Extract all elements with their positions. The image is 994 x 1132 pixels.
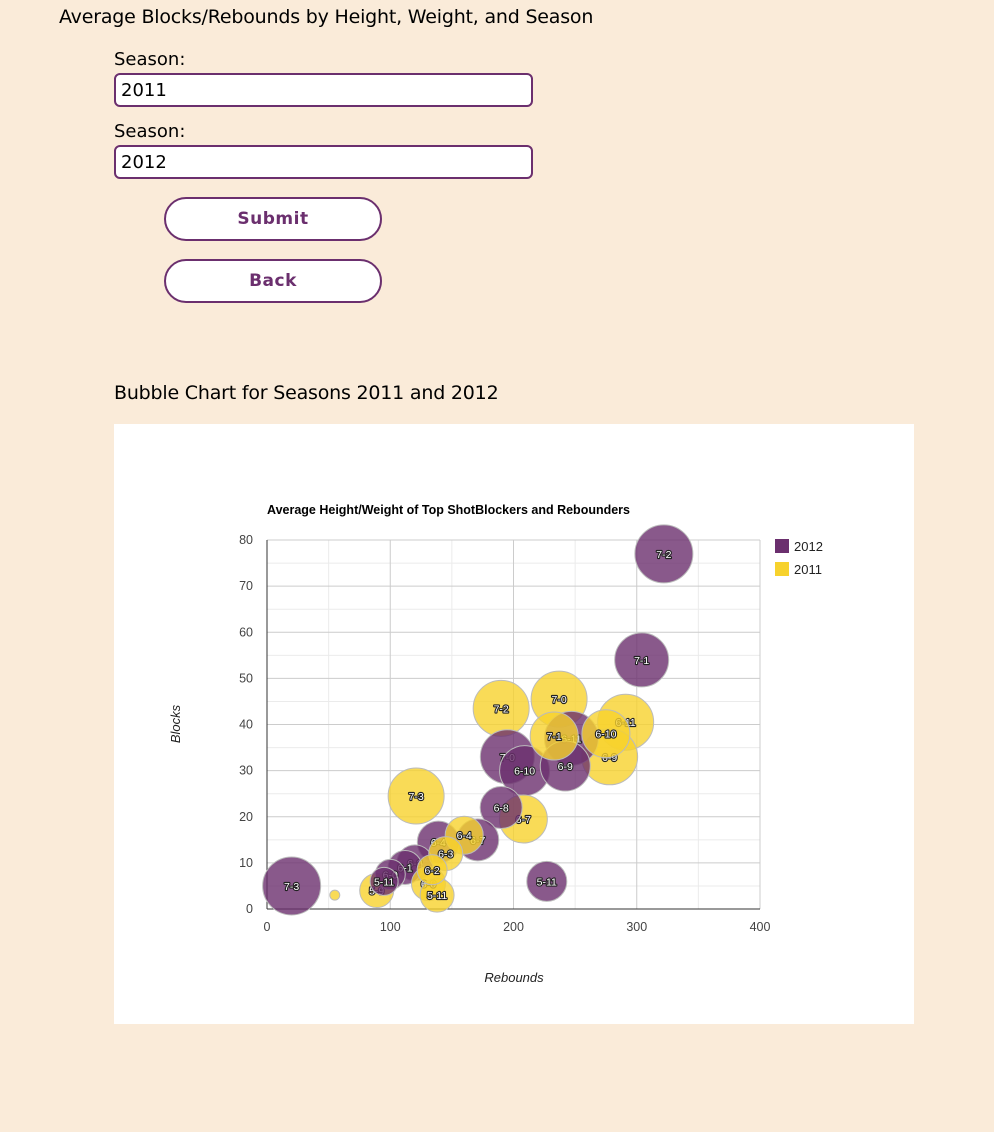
legend-label: 2011 xyxy=(794,562,822,577)
bubble-label: 6-8 xyxy=(494,803,509,815)
submit-button[interactable]: Submit xyxy=(164,197,382,241)
y-tick-label: 60 xyxy=(239,625,253,639)
x-tick-label: 0 xyxy=(264,920,271,934)
bubble-label: 5-11 xyxy=(537,876,557,888)
bubble-2012[interactable]: 7-3 xyxy=(262,856,322,916)
bubble-2012[interactable]: 7-1 xyxy=(614,632,670,688)
bubble-label: 6-3 xyxy=(438,849,453,861)
axis-lines xyxy=(266,540,760,910)
bubble-chart: 0 10 20 30 40 50 60 70 80 0 100 200 300 400 7-2 7-3 7-… xyxy=(168,503,823,985)
x-tick-labels: 0 100 200 300 400 xyxy=(264,920,771,934)
season1-label: Season: xyxy=(114,49,186,70)
bubble-label: 5-11 xyxy=(374,876,394,888)
x-tick-label: 100 xyxy=(380,920,401,934)
y-tick-label: 20 xyxy=(239,810,253,824)
bubble-label: 7-0 xyxy=(552,694,567,706)
chart-card: 0 10 20 30 40 50 60 70 80 0 100 200 300 400 7-2 7-3 7-… xyxy=(114,424,914,1024)
bubble-label: 6-10 xyxy=(595,729,616,741)
bubble-2011[interactable]: 7-2 xyxy=(472,679,530,737)
x-tick-label: 300 xyxy=(626,920,647,934)
bubble-circle-2011 xyxy=(387,767,445,825)
bubbles: 7-27-37-07-26-116-97-37-16-117-06-106-96… xyxy=(262,524,694,916)
bubble-circle-2011 xyxy=(529,711,579,761)
bubble-2011[interactable]: 7-3 xyxy=(387,767,445,825)
y-tick-labels: 0 10 20 30 40 50 60 70 80 xyxy=(239,533,253,916)
bubble-circle-2012 xyxy=(479,786,523,830)
bubble-label: 6-10 xyxy=(514,766,535,778)
y-tick-label: 70 xyxy=(239,579,253,593)
y-tick-label: 10 xyxy=(239,856,253,870)
bubble-2011[interactable]: 6-10 xyxy=(581,709,631,759)
bubble-2012[interactable]: 6-8 xyxy=(479,786,523,830)
bubble-2011[interactable]: 7-1 xyxy=(529,711,579,761)
legend-swatch xyxy=(775,562,789,576)
bubble-label: 6-2 xyxy=(425,865,440,877)
bubble-circle-2011 xyxy=(416,854,448,886)
chart-title: Average Height/Weight of Top ShotBlocker… xyxy=(267,503,630,517)
y-tick-label: 40 xyxy=(239,718,253,732)
legend-swatch xyxy=(775,539,789,553)
x-tick-label: 400 xyxy=(750,920,771,934)
back-button[interactable]: Back xyxy=(164,259,382,303)
bubble-label: 7-3 xyxy=(284,881,299,893)
season2-label: Season: xyxy=(114,121,186,142)
bubble-label: 6-4 xyxy=(457,830,472,842)
bubble-circle-2012 xyxy=(634,524,694,584)
y-tick-label: 0 xyxy=(246,902,253,916)
season1-input[interactable] xyxy=(114,73,533,107)
x-axis-label: Rebounds xyxy=(484,970,544,985)
bubble-2012[interactable]: 5-11 xyxy=(526,860,568,902)
bubble-2011[interactable]: 5-11 xyxy=(419,877,455,913)
bubble-label: 7-2 xyxy=(656,549,671,561)
bubble-circle-2011 xyxy=(329,889,341,901)
bubble-label: 7-2 xyxy=(494,703,509,715)
bubble-circle-2012 xyxy=(262,856,322,916)
bubble-label: 7-3 xyxy=(409,791,424,803)
bubble-circle-2012 xyxy=(526,860,568,902)
bubble-2011[interactable]: 6-2 xyxy=(416,854,448,886)
bubble-circle-2011 xyxy=(581,709,631,759)
bubble-label: 7-1 xyxy=(547,731,562,743)
x-tick-label: 200 xyxy=(503,920,524,934)
bubble-2011[interactable] xyxy=(329,889,341,901)
bubble-2012[interactable]: 5-11 xyxy=(369,866,399,896)
bubble-circle-2012 xyxy=(614,632,670,688)
y-tick-label: 50 xyxy=(239,671,253,685)
legend-item-2012[interactable]: 2012 xyxy=(775,539,823,554)
chart-section-heading: Bubble Chart for Seasons 2011 and 2012 xyxy=(114,382,499,404)
y-tick-label: 30 xyxy=(239,764,253,778)
page-title: Average Blocks/Rebounds by Height, Weigh… xyxy=(59,6,594,28)
legend-label: 2012 xyxy=(794,539,823,554)
y-axis-label: Blocks xyxy=(168,704,183,743)
bubble-label: 5-11 xyxy=(427,890,447,902)
bubble-label: 7-1 xyxy=(634,655,649,667)
legend: 2012 2011 xyxy=(775,539,823,577)
season2-input[interactable] xyxy=(114,145,533,179)
y-tick-label: 80 xyxy=(239,533,253,547)
bubble-circle-2012 xyxy=(369,866,399,896)
legend-item-2011[interactable]: 2011 xyxy=(775,562,822,577)
bubble-2012[interactable]: 7-2 xyxy=(634,524,694,584)
bubble-label: 6-9 xyxy=(558,761,573,773)
